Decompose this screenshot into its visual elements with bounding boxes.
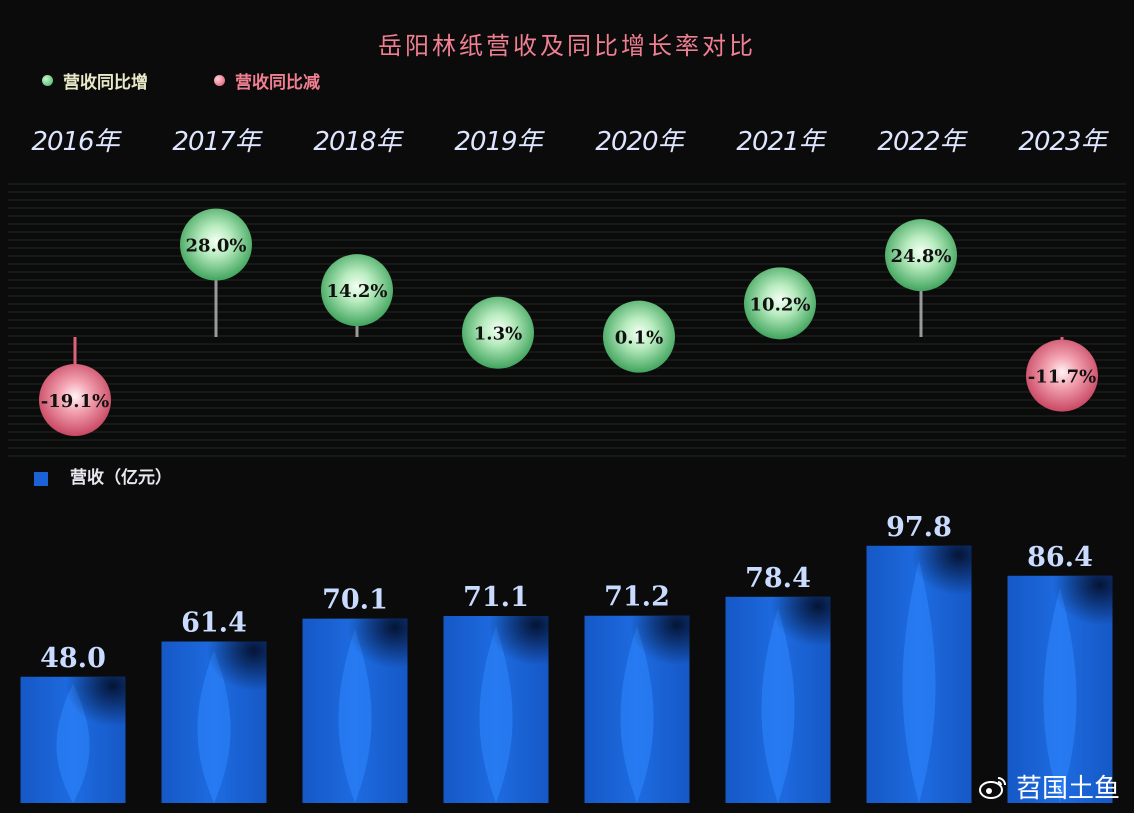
- growth-bubble: [1026, 339, 1098, 412]
- legend-decrease-label: 营收同比减: [235, 73, 320, 93]
- year-label: 2016年: [31, 127, 122, 157]
- bar-shade: [302, 618, 408, 709]
- growth-label: -11.7%: [1028, 367, 1096, 388]
- bar-shade: [20, 676, 126, 767]
- watermark: 苕国土鱼: [978, 768, 1120, 805]
- bar-value-label: 48.0: [40, 643, 106, 674]
- legend-revenue-label: 营收（亿元）: [70, 468, 172, 488]
- growth-label: 14.2%: [327, 281, 388, 302]
- bar-shade: [584, 615, 690, 706]
- year-label: 2022年: [877, 127, 968, 157]
- bar-value-label: 61.4: [181, 608, 247, 639]
- legend-revenue-swatch: [34, 471, 48, 486]
- watermark-text: 苕国土鱼: [1015, 774, 1120, 804]
- growth-bubble: [885, 219, 957, 292]
- year-label: 2020年: [595, 127, 686, 157]
- growth-label: -19.1%: [41, 391, 109, 412]
- weibo-logo-icon: [978, 776, 1006, 799]
- legend-increase-dot: [42, 75, 53, 86]
- growth-bubble: [603, 300, 675, 373]
- growth-label: 1.3%: [474, 324, 522, 345]
- year-label: 2019年: [454, 127, 545, 157]
- growth-label: 28.0%: [186, 236, 247, 257]
- growth-bubble: [39, 364, 111, 437]
- bar-value-label: 97.8: [886, 512, 952, 543]
- growth-bubble: [462, 296, 534, 369]
- bar-shade: [161, 641, 267, 732]
- bar-shade: [1007, 575, 1113, 666]
- legend-decrease-dot: [214, 75, 225, 86]
- growth-bubble: [180, 208, 252, 281]
- growth-label: 24.8%: [891, 246, 952, 267]
- year-label: 2017年: [172, 127, 263, 157]
- bar-value-label: 71.2: [604, 582, 670, 613]
- growth-label: 0.1%: [615, 328, 663, 349]
- year-label: 2021年: [736, 127, 827, 157]
- growth-label: 10.2%: [750, 294, 811, 315]
- chart-title: 岳阳林纸营收及同比增长率对比: [378, 32, 756, 60]
- growth-bubble: [321, 254, 393, 327]
- bar-value-label: 86.4: [1027, 542, 1093, 573]
- bar-shade: [443, 616, 549, 707]
- bar-value-label: 78.4: [745, 563, 811, 594]
- year-label: 2018年: [313, 127, 404, 157]
- legend-increase-label: 营收同比增: [63, 73, 148, 93]
- year-label: 2023年: [1018, 127, 1109, 157]
- legend-revenue: 营收（亿元）: [34, 463, 172, 488]
- bar-shade: [725, 596, 831, 687]
- bar-value-label: 71.1: [463, 582, 529, 613]
- legend-decrease: 营收同比减: [214, 68, 320, 93]
- bar-value-label: 70.1: [322, 585, 388, 616]
- bar-shade: [866, 545, 972, 636]
- growth-bubble: [744, 267, 816, 340]
- legend-increase: 营收同比增: [42, 68, 148, 93]
